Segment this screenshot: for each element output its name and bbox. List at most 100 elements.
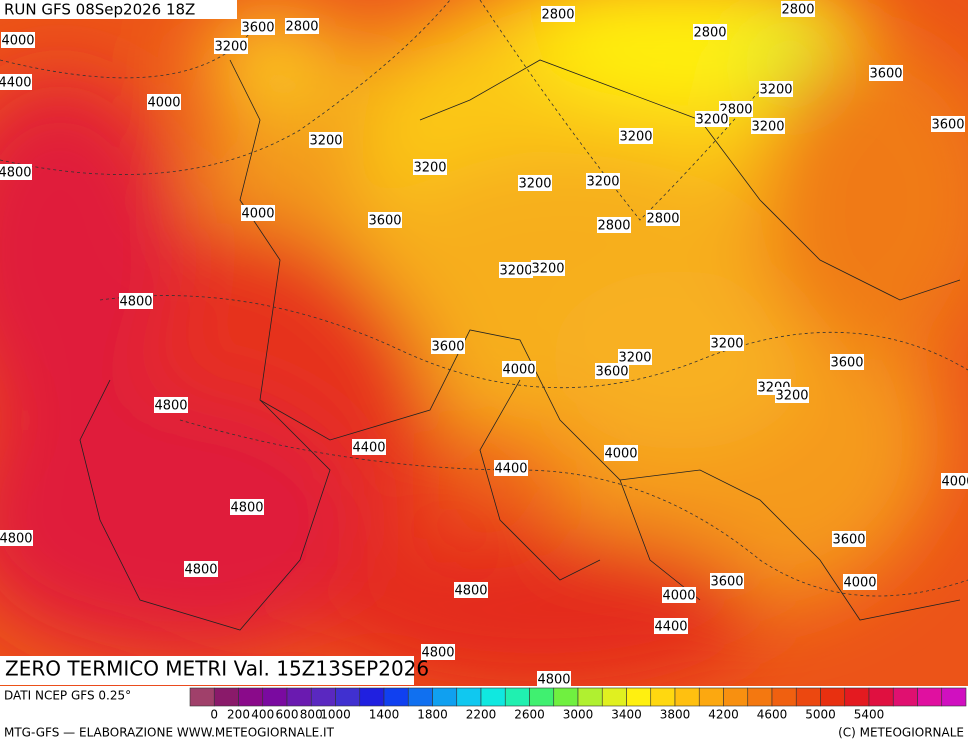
colorbar-swatch bbox=[529, 687, 555, 707]
colorbar-swatch bbox=[480, 687, 506, 707]
contour-label: 3600 bbox=[931, 118, 964, 133]
colorbar-swatch bbox=[795, 687, 821, 707]
contour-label-box bbox=[421, 644, 455, 660]
colorbar-swatch bbox=[844, 687, 870, 707]
colorbar-tick-label: 2600 bbox=[514, 708, 545, 722]
contour-label: 3200 bbox=[309, 134, 342, 149]
contour-label-box bbox=[654, 618, 688, 634]
contour-label-box bbox=[781, 1, 815, 17]
contour-label-box bbox=[710, 573, 744, 589]
colorbar-swatch bbox=[650, 687, 676, 707]
contour-label: 4000 bbox=[1, 34, 34, 49]
contour-label: 4800 bbox=[0, 166, 32, 181]
contour-label-box bbox=[710, 335, 744, 351]
contour-label-box bbox=[368, 212, 402, 228]
contour-label-box bbox=[147, 94, 181, 110]
footer-left: MTG-GFS — ELABORAZIONE WWW.METEOGIORNALE… bbox=[4, 726, 335, 740]
contour-label: 3600 bbox=[710, 575, 743, 590]
contour-label: 4000 bbox=[843, 576, 876, 591]
contour-label: 2800 bbox=[541, 8, 574, 23]
contour-label-box bbox=[619, 128, 653, 144]
contour-label-box bbox=[830, 354, 864, 370]
contour-label: 3200 bbox=[499, 264, 532, 279]
contour-label: 4800 bbox=[184, 563, 217, 578]
contour-label: 3200 bbox=[710, 337, 743, 352]
colorbar-swatch bbox=[286, 687, 312, 707]
contour-label: 3600 bbox=[368, 214, 401, 229]
contour-label: 3200 bbox=[619, 130, 652, 145]
contour-label-box bbox=[618, 349, 652, 365]
contour-label-box bbox=[285, 18, 319, 34]
colorbar-tick-label: 1400 bbox=[369, 708, 400, 722]
contour-label: 3600 bbox=[595, 365, 628, 380]
contour-label: 3200 bbox=[775, 389, 808, 404]
contour-label: 4400 bbox=[654, 620, 687, 635]
colorbar-swatch bbox=[577, 687, 603, 707]
contour-label-box bbox=[693, 24, 727, 40]
contour-label-box bbox=[931, 116, 965, 132]
contour-label-box bbox=[759, 81, 793, 97]
colorbar-tick-label: 4200 bbox=[708, 708, 739, 722]
contour-label-box bbox=[0, 74, 32, 90]
contour-label: 3200 bbox=[759, 83, 792, 98]
contour-label-box bbox=[241, 19, 275, 35]
contour-label: 3600 bbox=[830, 356, 863, 371]
colorbar-swatch bbox=[359, 687, 385, 707]
colorbar-swatch bbox=[213, 687, 239, 707]
contour-label-box bbox=[502, 361, 536, 377]
colorbar-swatch bbox=[868, 687, 894, 707]
contour-label-box bbox=[695, 111, 729, 127]
colorbar-tick-label: 1800 bbox=[417, 708, 448, 722]
contour-label-box bbox=[541, 6, 575, 22]
colorbar-swatch bbox=[698, 687, 724, 707]
contour-label-box bbox=[595, 363, 629, 379]
colorbar-tick-label: 5400 bbox=[854, 708, 885, 722]
colorbar-tick-label: 5000 bbox=[805, 708, 836, 722]
contour-label-box bbox=[941, 473, 968, 489]
colorbar-tick-label: 800 bbox=[300, 708, 323, 722]
contour-label: 4800 bbox=[154, 399, 187, 414]
contour-label: 4000 bbox=[502, 363, 535, 378]
contour-label-box bbox=[586, 173, 620, 189]
colorbar-swatch bbox=[238, 687, 264, 707]
colorbar-tick-label: 200 bbox=[227, 708, 250, 722]
contour-label: 4000 bbox=[604, 447, 637, 462]
colorbar-swatch bbox=[747, 687, 773, 707]
colorbar-tick-label: 1000 bbox=[320, 708, 351, 722]
colorbar-swatch bbox=[310, 687, 336, 707]
contour-label-box bbox=[869, 65, 903, 81]
contour-label-box bbox=[119, 293, 153, 309]
contour-label-box bbox=[1, 32, 35, 48]
contour-label: 3200 bbox=[586, 175, 619, 190]
contour-label-box bbox=[499, 262, 533, 278]
contour-label: 4000 bbox=[941, 475, 968, 490]
colorbar-tick-label: 3000 bbox=[563, 708, 594, 722]
run-box bbox=[0, 0, 237, 19]
contour-label: 3200 bbox=[214, 40, 247, 55]
contour-label: 4800 bbox=[454, 584, 487, 599]
contour-label: 3200 bbox=[518, 177, 551, 192]
contour-label: 2800 bbox=[285, 20, 318, 35]
contour-label-box bbox=[604, 445, 638, 461]
contour-label-box bbox=[309, 132, 343, 148]
colorbar-swatch bbox=[432, 687, 458, 707]
colorbar-swatch bbox=[262, 687, 288, 707]
contour-label-box bbox=[494, 460, 528, 476]
colorbar-tick-label: 600 bbox=[276, 708, 299, 722]
contour-label: 3600 bbox=[869, 67, 902, 82]
contour-label: 4800 bbox=[537, 673, 570, 688]
title-box bbox=[0, 656, 414, 685]
contour-label: 4800 bbox=[119, 295, 152, 310]
colorbar-swatch bbox=[723, 687, 749, 707]
colorbar-swatch bbox=[504, 687, 530, 707]
colorbar-swatch bbox=[892, 687, 918, 707]
contour-label: 3600 bbox=[832, 533, 865, 548]
contour-label: 4800 bbox=[0, 532, 33, 547]
contour-label-box bbox=[537, 671, 571, 687]
contour-label-box bbox=[646, 210, 680, 226]
contour-label: 4000 bbox=[147, 96, 180, 111]
contour-label-box bbox=[0, 530, 33, 546]
colorbar-swatch bbox=[626, 687, 652, 707]
